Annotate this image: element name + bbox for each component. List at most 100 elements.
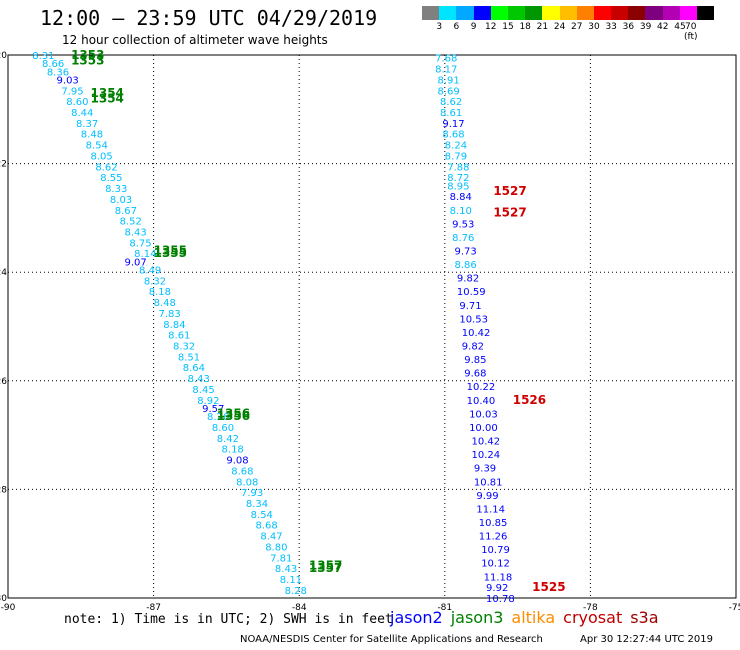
legend-swatch — [473, 6, 491, 20]
footer-credit: NOAA/NESDIS Center for Satellite Applica… — [240, 634, 543, 645]
pass-number-label: 1355 — [154, 243, 187, 257]
satellite-legend-jason2: jason2 — [390, 608, 443, 627]
legend-swatch — [645, 6, 663, 20]
wave-height-point: 8.10 — [450, 206, 472, 217]
satellite-legend-jason3: jason3 — [450, 608, 504, 627]
wave-height-point: 8.75 — [129, 238, 151, 249]
wave-height-point: 10.59 — [457, 287, 486, 298]
wave-height-point: 9.99 — [476, 491, 498, 502]
wave-height-point: 8.92 — [197, 396, 219, 407]
pass-number-label: 1353 — [71, 48, 104, 62]
wave-height-point: 9.73 — [455, 246, 477, 257]
pass-number-label: 1525 — [532, 580, 565, 594]
x-tick-label: -81 — [437, 603, 452, 613]
wave-height-point: 10.42 — [462, 328, 491, 339]
footer-timestamp: Apr 30 12:27:44 UTC 2019 — [580, 634, 713, 645]
wave-height-point: 8.60 — [66, 97, 88, 108]
wave-height-point: 8.18 — [222, 445, 244, 456]
wave-height-point: 8.36 — [47, 67, 69, 78]
wave-height-point: 8.52 — [120, 217, 142, 228]
legend-tick-label: 39 — [639, 22, 652, 32]
wave-height-point: 11.14 — [476, 504, 505, 515]
pass-number-label: 1527 — [493, 205, 526, 219]
legend-tick-label: 70 (ft) — [684, 22, 698, 42]
wave-height-point: 8.62 — [95, 162, 117, 173]
wave-height-point: 11.18 — [484, 572, 513, 583]
pass-number-label: 1354 — [91, 91, 124, 105]
wave-height-point: 8.61 — [440, 108, 462, 119]
wave-height-point: 8.84 — [450, 192, 472, 203]
x-tick-label: -84 — [292, 603, 307, 613]
legend-tick-label: 15 — [502, 22, 514, 32]
wave-height-point: 8.32 — [144, 276, 166, 287]
legend-swatch — [422, 6, 440, 20]
pass-number-label: 1355 — [154, 246, 187, 260]
legend-swatch — [628, 6, 646, 20]
x-tick-label: -87 — [146, 603, 161, 613]
legend-tick-label: 3 — [436, 22, 443, 32]
wave-height-point: 8.18 — [149, 287, 171, 298]
legend-tick-label: 36 — [622, 22, 635, 32]
satellite-legend-altika: altika — [511, 608, 556, 627]
wave-height-point: 8.44 — [71, 108, 93, 119]
wave-height-point: 8.60 — [212, 423, 234, 434]
wave-height-point: 8.61 — [168, 331, 190, 342]
pass-number-label: 1357 — [309, 561, 342, 575]
wave-height-point: 8.28 — [285, 586, 307, 597]
pass-number-label: 1526 — [513, 393, 546, 407]
legend-tick-label: 42 — [657, 22, 669, 32]
wave-height-point: 8.14 — [134, 249, 156, 260]
wave-height-point: 11.26 — [479, 532, 508, 543]
satellite-legend: jason2 jason3 altika cryosat s3a — [390, 608, 667, 627]
wave-height-point: 9.82 — [462, 342, 484, 353]
satellite-legend-s3a: s3a — [630, 608, 659, 627]
wave-height-point: 8.43 — [275, 564, 297, 575]
wave-height-point: 10.85 — [479, 518, 508, 529]
x-tick-label: -90 — [1, 603, 16, 613]
chart-title: 12:00 — 23:59 UTC 04/29/2019 — [40, 6, 378, 30]
wave-height-point: 9.71 — [459, 301, 481, 312]
legend-swatch — [697, 6, 715, 20]
wave-height-point: 8.69 — [438, 86, 460, 97]
units-note: note: 1) Time is in UTC; 2) SWH is in fe… — [64, 612, 393, 627]
wave-height-point: 8.86 — [455, 260, 477, 271]
legend-swatch — [525, 6, 543, 20]
wave-height-point: 8.80 — [265, 542, 287, 553]
wave-height-point: 8.72 — [447, 173, 469, 184]
legend-swatch — [456, 6, 474, 20]
wave-height-point: 8.11 — [280, 575, 302, 586]
legend-tick-label: 33 — [605, 22, 617, 32]
legend-swatch — [679, 6, 697, 20]
wave-height-point: 8.26 — [207, 412, 229, 423]
legend-swatch — [576, 6, 594, 20]
x-tick-label: -78 — [583, 603, 598, 613]
y-tick-label: -30 — [0, 594, 7, 604]
wave-height-point: 8.03 — [110, 195, 132, 206]
wave-height-point: 7.81 — [270, 553, 292, 564]
wave-height-point: 8.08 — [236, 477, 258, 488]
wave-height-point: 8.76 — [452, 233, 474, 244]
legend-tick-label: 12 — [485, 22, 497, 32]
wave-height-point: 8.91 — [438, 75, 460, 86]
wave-height-point: 8.32 — [173, 342, 195, 353]
wave-height-point: 7.83 — [158, 309, 180, 320]
legend-swatch — [611, 6, 629, 20]
wave-height-point: 8.34 — [246, 499, 268, 510]
wave-height-point: 8.17 — [435, 65, 457, 76]
wave-height-point: 10.78 — [486, 594, 515, 605]
wave-height-point: 9.85 — [464, 355, 486, 366]
wave-height-point: 9.17 — [442, 119, 464, 130]
wave-height-point: 8.95 — [447, 181, 469, 192]
wave-height-point: 10.53 — [459, 314, 488, 325]
y-tick-label: -20 — [0, 51, 7, 61]
wave-height-point: 10.00 — [469, 423, 498, 434]
legend-tick-label: 9 — [470, 22, 477, 32]
legend-tick-label: 27 — [571, 22, 583, 32]
wave-height-point: 9.03 — [57, 75, 79, 86]
wave-height-point: 8.66 — [42, 59, 64, 70]
pass-number-label: 1353 — [71, 53, 104, 67]
y-tick-label: -28 — [0, 485, 7, 495]
wave-height-point: 8.68 — [256, 521, 278, 532]
wave-height-point: 8.43 — [188, 374, 210, 385]
